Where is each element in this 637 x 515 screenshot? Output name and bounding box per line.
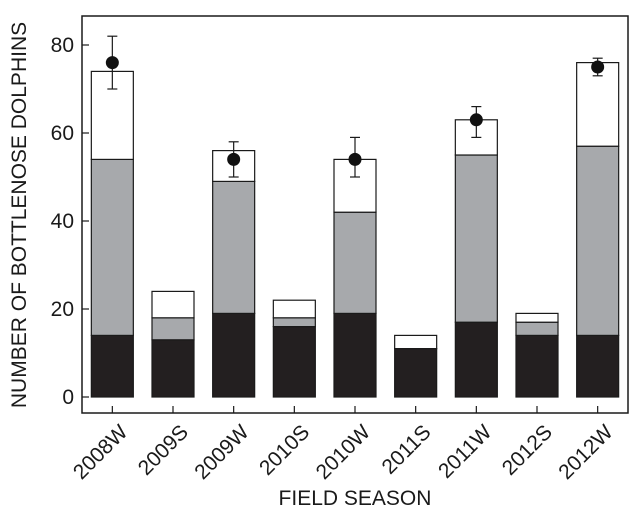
x-tick-label-2011S: 2011S	[377, 421, 435, 479]
y-tick-label-80: 80	[51, 34, 74, 57]
x-tick-label-2009S: 2009S	[134, 421, 193, 480]
x-tick-label-2012W: 2012W	[554, 421, 617, 484]
bar-segment-2011S-3	[394, 334, 438, 350]
bar-segment-2009S-3	[151, 290, 195, 319]
bar-segment-2010S-3	[272, 299, 316, 319]
error-bars-layer	[107, 35, 603, 178]
bar-segment-2009S-2	[151, 317, 195, 341]
y-tick-label-60: 60	[51, 122, 74, 145]
bar-segment-2010S-2	[272, 317, 316, 328]
bar-segment-2011W-1	[454, 321, 498, 398]
estimate-point-2012W	[591, 60, 605, 74]
bar-segment-2009S-1	[151, 339, 195, 398]
bar-segment-2010W-1	[333, 312, 377, 398]
x-axis-label: FIELD SEASON	[279, 487, 432, 510]
bar-segment-2012S-1	[515, 334, 559, 398]
bar-segment-2011W-2	[454, 154, 498, 323]
y-axis: 0 20 40 60 80	[51, 34, 89, 409]
bar-segment-2012S-2	[515, 321, 559, 337]
estimate-points-layer	[105, 56, 605, 166]
x-tick-label-2012S: 2012S	[498, 421, 557, 480]
bar-segment-2012S-3	[515, 312, 559, 323]
estimate-point-2009W	[227, 152, 241, 166]
x-tick-label-2008W: 2008W	[69, 421, 132, 484]
y-axis-label: NUMBER OF BOTTLENOSE DOLPHINS	[8, 22, 31, 408]
bar-segment-2012W-3	[576, 61, 620, 147]
estimate-point-2010W	[348, 152, 362, 166]
bars-layer	[90, 61, 620, 398]
y-tick-label-0: 0	[62, 386, 74, 409]
bar-segment-2012W-2	[576, 145, 620, 336]
bar-segment-2008W-1	[90, 334, 134, 398]
estimate-point-2008W	[105, 56, 119, 70]
bar-segment-2008W-2	[90, 158, 134, 336]
bar-segment-2010W-2	[333, 211, 377, 314]
bar-segment-2009W-1	[212, 312, 256, 398]
bar-segment-2010S-1	[272, 326, 316, 398]
estimate-point-2011W	[469, 113, 483, 127]
x-tick-label-2010W: 2010W	[312, 421, 375, 484]
x-tick-label-2011W: 2011W	[434, 421, 496, 483]
y-tick-label-20: 20	[51, 298, 74, 321]
x-tick-label-2009W: 2009W	[190, 421, 253, 484]
y-tick-label-40: 40	[51, 210, 74, 233]
bar-segment-2011S-1	[394, 348, 438, 398]
x-tick-label-2010S: 2010S	[255, 421, 314, 480]
bar-segment-2012W-1	[576, 334, 620, 398]
bar-segment-2009W-2	[212, 180, 256, 314]
